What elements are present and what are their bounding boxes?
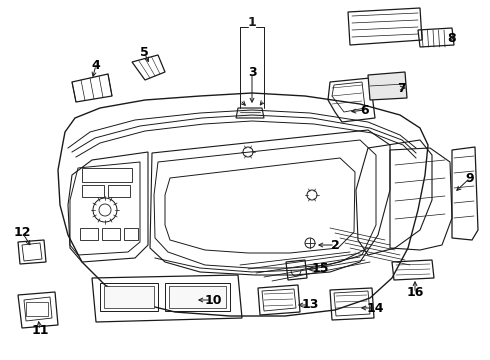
Polygon shape: [236, 108, 264, 118]
Bar: [80, 228, 98, 240]
Text: 7: 7: [397, 81, 406, 95]
Bar: [100, 283, 158, 311]
Bar: [108, 185, 130, 197]
Bar: [26, 302, 48, 316]
Text: 4: 4: [92, 59, 100, 72]
Bar: [102, 228, 120, 240]
Text: 2: 2: [331, 239, 340, 252]
Text: 1: 1: [247, 15, 256, 28]
Bar: [82, 185, 104, 197]
Bar: [169, 286, 226, 308]
Text: 11: 11: [31, 324, 49, 337]
Text: 12: 12: [13, 225, 31, 239]
Text: 5: 5: [140, 45, 148, 59]
Text: 15: 15: [311, 261, 329, 274]
Text: 6: 6: [361, 104, 369, 117]
Text: 8: 8: [448, 32, 456, 45]
Text: 16: 16: [406, 287, 424, 300]
Text: 13: 13: [301, 298, 319, 311]
Text: 9: 9: [466, 171, 474, 185]
Bar: [165, 283, 230, 311]
Bar: [104, 286, 154, 308]
Text: 14: 14: [366, 302, 384, 315]
Text: 3: 3: [247, 66, 256, 78]
Bar: [124, 228, 138, 240]
Text: 10: 10: [204, 293, 222, 306]
Polygon shape: [368, 72, 407, 100]
Bar: [82, 168, 132, 182]
